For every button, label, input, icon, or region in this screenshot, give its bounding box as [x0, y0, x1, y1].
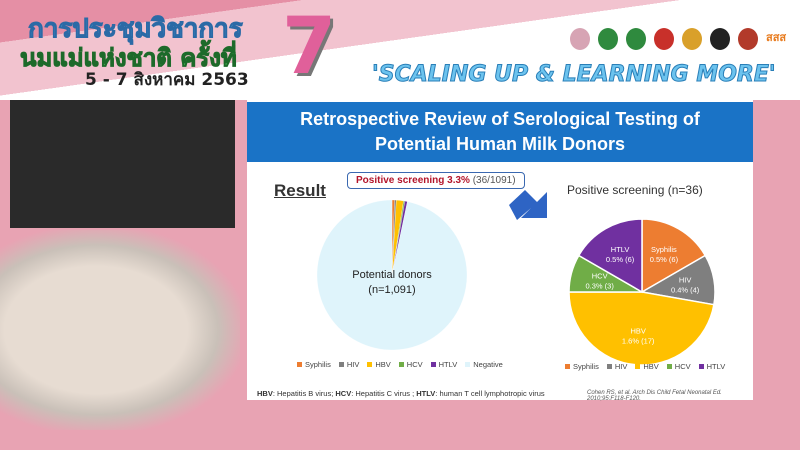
slice-label: Syphilis [651, 245, 677, 254]
fn-hbv: HBV [257, 389, 273, 398]
event-title-line2: นมแม่แห่งชาติ ครั้งที่ [20, 44, 238, 73]
slice-label: HCV [592, 272, 608, 281]
citation: Cohen RS, et al. Arch Dis Child Fetal Ne… [587, 390, 722, 402]
event-date: 5 - 7 สิงหาคม 2563 [85, 70, 249, 90]
callout-rest: (36/1091) [469, 175, 516, 186]
speaker-video [10, 100, 235, 228]
title-line2: Potential Human Milk Donors [374, 134, 626, 154]
arrow-icon [509, 190, 547, 220]
legend-item: HTLV [698, 362, 725, 371]
legend-item: Syphilis [297, 360, 331, 369]
slide-title: Retrospective Review of Serological Test… [247, 102, 753, 162]
legend-swatch [297, 362, 302, 367]
legend-swatch [398, 362, 404, 367]
legend-right: Syphilis HIV HBV HCV HTLV [565, 362, 725, 371]
slice-label: HIV [679, 275, 692, 284]
event-slogan: 'SCALING UP & LEARNING MORE' [372, 62, 777, 88]
footnote: HBV: Hepatitis B virus; HCV: Hepatitis C… [257, 389, 545, 398]
slice-value: 0.5% (6) [606, 255, 635, 264]
legend-swatch [606, 364, 612, 369]
result-heading: Result [274, 181, 326, 200]
logo-icon [626, 28, 646, 50]
legend-swatch [565, 364, 570, 369]
donors-label: Potential donors [352, 269, 432, 281]
legend-item: HTLV [430, 360, 457, 369]
slice-label: HTLV [611, 245, 630, 254]
event-banner [0, 0, 800, 100]
pie-slice-syphilis [641, 218, 707, 294]
title-line1: Retrospective Review of Serological Test… [300, 109, 700, 129]
logo-icon [738, 28, 758, 50]
fn-hcv: HCV [335, 389, 352, 398]
legend-left: Syphilis HIV HBV HCV HTLV Negative [297, 360, 503, 369]
legend-swatch [698, 364, 704, 369]
callout-bold: Positive screening 3.3% [356, 175, 470, 186]
fn-hcv-text: : Hepatitis C virus ; [351, 389, 417, 398]
pie-slice-htlv [577, 218, 643, 294]
positive-callout: Positive screening 3.3% (36/1091) [347, 172, 525, 189]
legend-item: Negative [465, 360, 503, 369]
pie-title: Positive screening (n=36) [567, 183, 703, 197]
legend-swatch [430, 362, 436, 367]
donors-n: (n=1,091) [368, 284, 415, 296]
legend-item: HIV [606, 362, 627, 371]
sss-logo: สสส [766, 32, 787, 44]
legend-item: HCV [666, 362, 691, 371]
slice-value: 0.3% (3) [586, 282, 615, 291]
legend-item: Syphilis [565, 362, 599, 371]
slice-label: HBV [630, 327, 645, 336]
presentation-slide: Retrospective Review of Serological Test… [247, 100, 753, 402]
slice-value: 0.4% (4) [671, 285, 700, 294]
legend-item: HBV [367, 360, 391, 369]
legend-item: HIV [338, 360, 359, 369]
fn-hbv-text: : Hepatitis B virus; [272, 389, 336, 398]
fn-htlv-text: : human T cell lymphotropic virus [435, 389, 545, 398]
pie-slice-negative [316, 199, 468, 351]
logo-icon [598, 28, 618, 50]
fn-htlv: HTLV [416, 389, 436, 398]
event-number: 7 [282, 2, 337, 92]
legend-item: HBV [635, 362, 659, 371]
child-photo [0, 230, 240, 430]
legend-swatch [465, 362, 471, 367]
legend-item: HCV [398, 360, 423, 369]
logo-icon [570, 28, 590, 50]
logo-icon [654, 28, 674, 50]
legend-swatch [367, 362, 373, 367]
slice-value: 0.5% (6) [650, 255, 679, 264]
logo-icon [682, 28, 702, 50]
legend-swatch [338, 362, 344, 367]
legend-swatch [635, 364, 641, 369]
logo-icon [710, 28, 730, 50]
event-title-line1: การประชุมวิชาการ [28, 14, 244, 45]
sponsor-logos: สสส [570, 28, 786, 50]
legend-swatch [666, 364, 672, 369]
slice-value: 1.6% (17) [622, 337, 655, 346]
